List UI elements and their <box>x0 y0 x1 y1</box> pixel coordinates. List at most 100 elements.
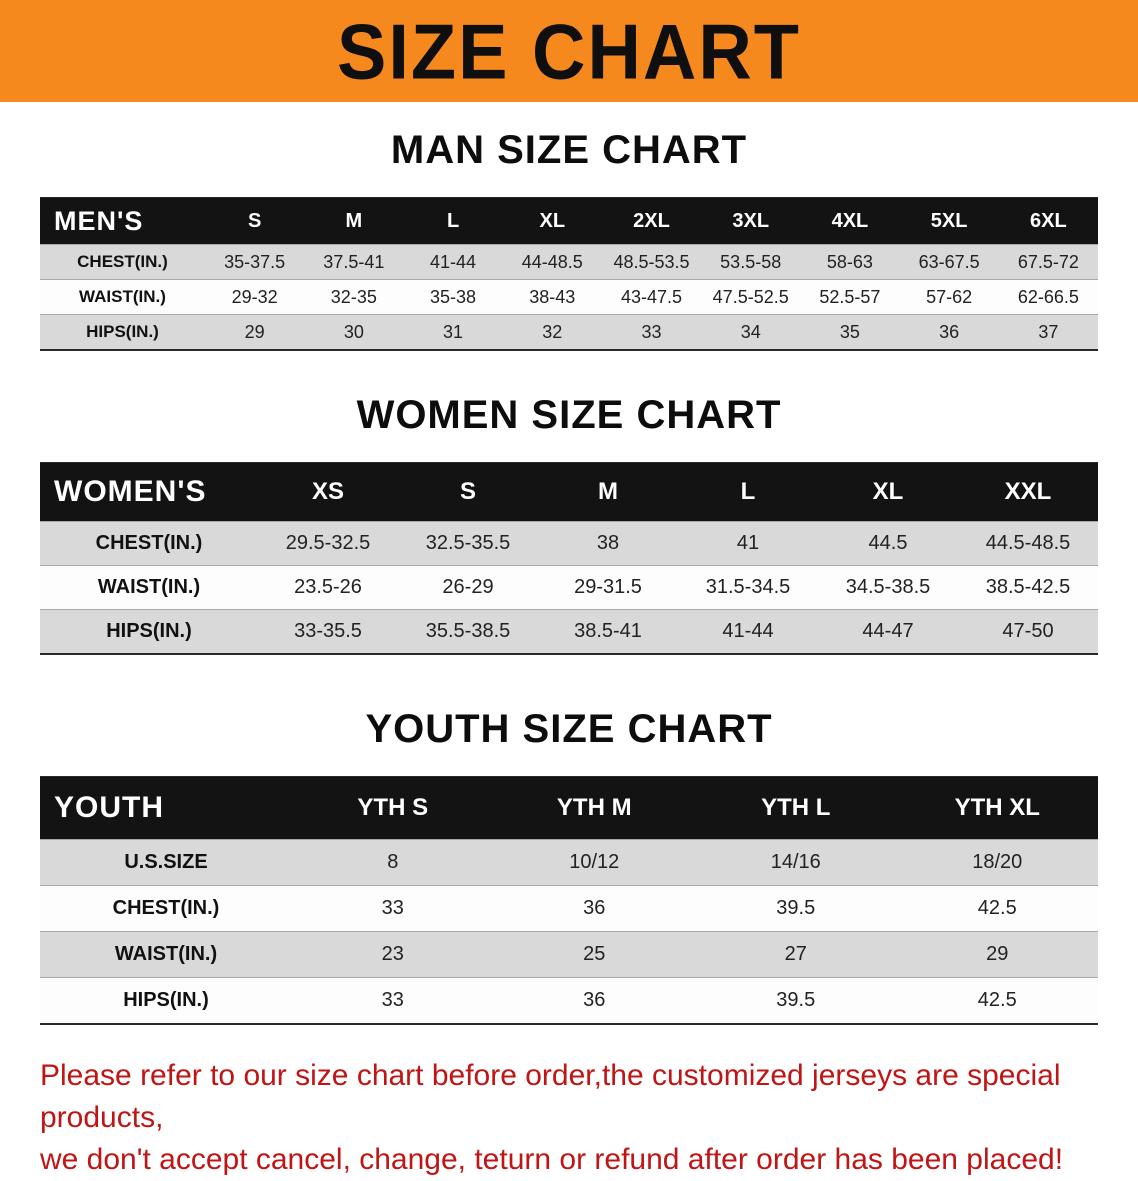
measurement-value: 31.5-34.5 <box>705 576 791 598</box>
size-chart-section: WOMEN SIZE CHART WOMEN'S XS S M L XL XXL CHEST(I… <box>0 393 1138 655</box>
measurement-value: 36 <box>583 989 606 1011</box>
measurement-row: CHEST(IN.) 29.5-32.5 32.5-35.5 38 41 44.5 44.5… <box>40 521 1098 565</box>
measurement-value: 37.5-41 <box>323 251 385 272</box>
measurement-value: 44.5-48.5 <box>985 532 1071 554</box>
measurement-value: 33 <box>381 897 404 919</box>
page-title: SIZE CHART <box>337 7 801 95</box>
measurement-value: 29 <box>986 943 1009 965</box>
section-heading: YOUTH SIZE CHART <box>365 707 773 751</box>
measurement-value: 23.5-26 <box>294 576 362 598</box>
measurement-value: 41-44 <box>722 620 774 642</box>
measurement-value: 62-66.5 <box>1017 286 1079 307</box>
size-column-header: 5XL <box>930 209 968 232</box>
measurement-value: 30 <box>343 321 364 342</box>
measurement-value: 8 <box>387 851 399 873</box>
measurement-value: 38.5-42.5 <box>985 576 1071 598</box>
measurement-label: U.S.SIZE <box>124 851 208 873</box>
charts-container: MAN SIZE CHART MEN'S S M L XL 2XL 3XL 4XL 5XL 6XL C… <box>0 128 1138 1025</box>
measurement-value: 32 <box>542 321 563 342</box>
size-table: MEN'S S M L XL 2XL 3XL 4XL 5XL 6XL CHEST(IN.) 35-37… <box>40 197 1098 351</box>
measurement-label: CHEST(IN.) <box>95 532 203 554</box>
section-heading: MAN SIZE CHART <box>390 128 748 172</box>
size-column-header: XS <box>311 478 344 505</box>
measurement-label: CHEST(IN.) <box>112 897 220 919</box>
measurement-label: WAIST(IN.) <box>97 576 201 598</box>
measurement-row: U.S.SIZE 8 10/12 14/16 18/20 <box>40 839 1098 885</box>
measurement-value: 26-29 <box>442 576 494 598</box>
size-column-header: M <box>598 478 618 505</box>
measurement-value: 10/12 <box>569 851 620 873</box>
measurement-value: 38.5-41 <box>574 620 642 642</box>
size-chart-section: YOUTH SIZE CHART YOUTH YTH S YTH M YTH L YTH … <box>0 707 1138 1025</box>
measurement-value: 33 <box>641 321 662 342</box>
measurement-value: 44-48.5 <box>521 251 583 272</box>
size-table: WOMEN'S XS S M L XL XXL CHEST(IN.) 29.5-32.5 32.5… <box>40 462 1098 655</box>
size-column-header: YTH L <box>761 794 831 821</box>
size-column-header: XXL <box>1004 478 1052 505</box>
section-heading: WOMEN SIZE CHART <box>356 393 782 437</box>
size-chart-section: MAN SIZE CHART MEN'S S M L XL 2XL 3XL 4XL 5XL 6XL C… <box>0 128 1138 351</box>
size-column-header: XL <box>539 209 566 232</box>
measurement-value: 63-67.5 <box>918 251 980 272</box>
table-title: MEN'S <box>54 205 144 236</box>
measurement-value: 39.5 <box>776 989 816 1011</box>
measurement-row: HIPS(IN.) 33-35.5 35.5-38.5 38.5-41 41-44 44-… <box>40 609 1098 653</box>
measurement-row: WAIST(IN.) 29-32 32-35 35-38 38-43 43-47.5 47.… <box>40 279 1098 314</box>
size-column-header: 6XL <box>1030 209 1067 232</box>
measurement-value: 44-47 <box>862 620 914 642</box>
size-column-header: L <box>446 209 460 232</box>
size-column-header: S <box>459 478 476 505</box>
measurement-value: 25 <box>583 943 606 965</box>
measurement-value: 36 <box>583 897 606 919</box>
measurement-row: WAIST(IN.) 23.5-26 26-29 29-31.5 31.5-34.5 34… <box>40 565 1098 609</box>
measurement-value: 37 <box>1038 321 1059 342</box>
measurement-value: 18/20 <box>972 851 1023 873</box>
measurement-value: 58-63 <box>826 251 873 272</box>
measurement-value: 53.5-58 <box>720 251 782 272</box>
measurement-value: 44.5 <box>868 532 908 554</box>
size-table: YOUTH YTH S YTH M YTH L YTH XL U.S.SIZE 8 10/12… <box>40 776 1098 1025</box>
size-column-header: 3XL <box>732 209 770 232</box>
measurement-row: CHEST(IN.) 33 36 39.5 42.5 <box>40 885 1098 931</box>
table-header-row: MEN'S S M L XL 2XL 3XL 4XL 5XL 6XL <box>40 198 1098 244</box>
measurement-value: 52.5-57 <box>819 286 881 307</box>
measurement-value: 43-47.5 <box>620 286 683 307</box>
table-header-row: YOUTH YTH S YTH M YTH L YTH XL <box>40 777 1098 839</box>
measurement-row: CHEST(IN.) 35-37.5 37.5-41 41-44 44-48.5 48.5… <box>40 244 1098 279</box>
measurement-value: 31 <box>443 321 464 342</box>
measurement-value: 57-62 <box>926 286 973 307</box>
measurement-label: CHEST(IN.) <box>77 252 168 271</box>
size-column-header: XL <box>872 478 904 505</box>
measurement-row: HIPS(IN.) 29 30 31 32 33 34 35 36 37 <box>40 314 1098 349</box>
measurement-value: 32.5-35.5 <box>425 532 511 554</box>
measurement-value: 34.5-38.5 <box>845 576 931 598</box>
size-column-header: YTH S <box>357 794 429 821</box>
size-column-header: YTH M <box>556 794 632 821</box>
banner: SIZE CHART <box>0 0 1138 102</box>
measurement-value: 38-43 <box>529 286 576 307</box>
measurement-label: HIPS(IN.) <box>106 620 192 642</box>
measurement-value: 33 <box>381 989 404 1011</box>
measurement-value: 41 <box>736 532 760 554</box>
measurement-row: HIPS(IN.) 33 36 39.5 42.5 <box>40 977 1098 1023</box>
measurement-value: 48.5-53.5 <box>613 251 690 272</box>
measurement-value: 29.5-32.5 <box>285 532 371 554</box>
measurement-value: 29 <box>244 321 265 342</box>
measurement-value: 47.5-52.5 <box>712 286 789 307</box>
size-column-header: 4XL <box>831 209 869 232</box>
measurement-value: 14/16 <box>770 851 821 873</box>
measurement-value: 42.5 <box>977 989 1017 1011</box>
measurement-value: 32-35 <box>330 286 377 307</box>
measurement-label: WAIST(IN.) <box>114 943 218 965</box>
measurement-value: 33-35.5 <box>294 620 362 642</box>
size-column-header: M <box>345 209 363 232</box>
measurement-row: WAIST(IN.) 23 25 27 29 <box>40 931 1098 977</box>
measurement-value: 67.5-72 <box>1017 251 1079 272</box>
measurement-value: 35 <box>839 321 860 342</box>
measurement-value: 29-32 <box>231 286 278 307</box>
measurement-label: HIPS(IN.) <box>123 989 209 1011</box>
measurement-value: 36 <box>939 321 960 342</box>
size-column-header: L <box>740 478 756 505</box>
notice-line-2: we don't accept cancel, change, teturn o… <box>40 1143 1064 1176</box>
